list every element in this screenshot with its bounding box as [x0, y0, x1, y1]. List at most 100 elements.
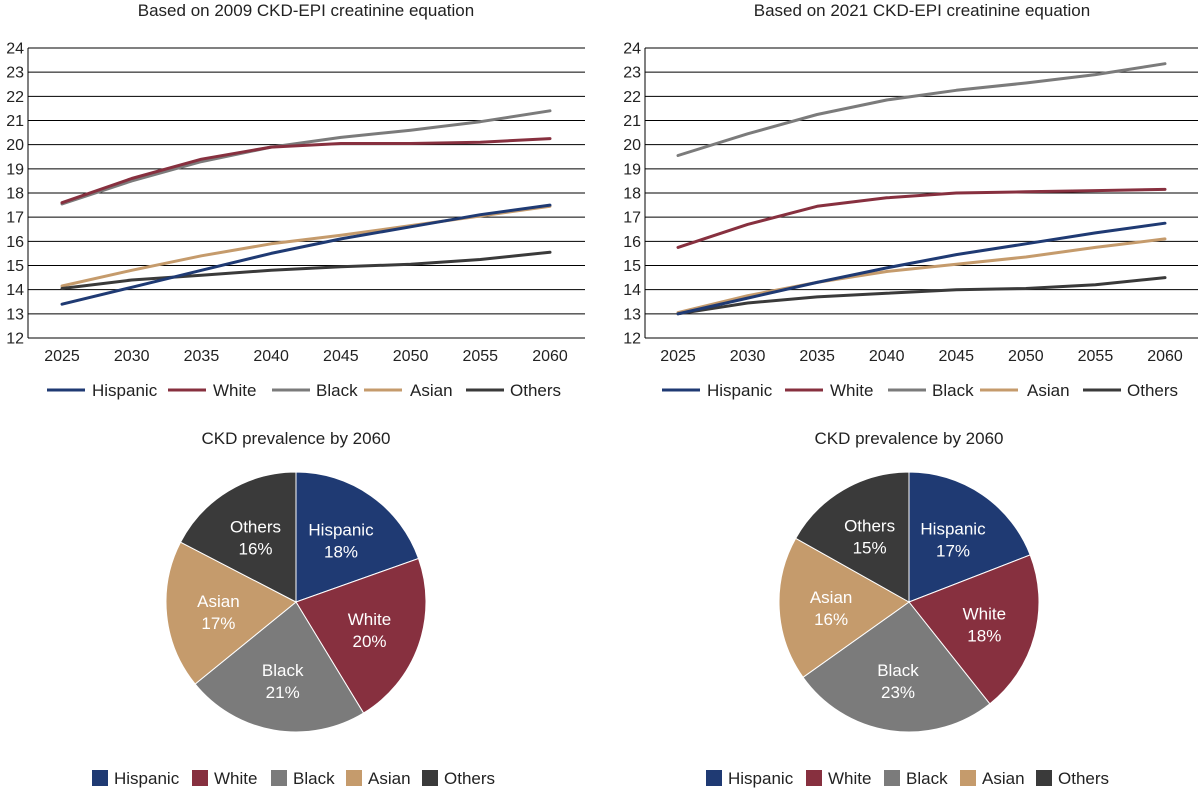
y-tick-label: 16 — [623, 234, 641, 251]
pie-slice-others — [794, 471, 910, 603]
y-tick-label: 19 — [6, 161, 24, 178]
x-tick-label: 2055 — [462, 348, 498, 365]
pie-slice-percent: 16% — [814, 610, 848, 629]
y-tick-label: 19 — [623, 161, 641, 178]
y-tick-label: 17 — [6, 210, 24, 227]
legend-swatch-black — [884, 770, 900, 786]
pie-chart-2: CKD prevalence by 2060 Hispanic 17% White 18… — [706, 429, 1109, 788]
series-line-hispanic — [60, 203, 552, 306]
legend-label: Hispanic — [92, 381, 158, 400]
legend-label: Others — [510, 381, 561, 400]
legend-label: White — [213, 381, 256, 400]
y-tick-label: 21 — [623, 113, 641, 130]
pie-slice-hispanic — [908, 471, 1031, 603]
series-line-hispanic — [676, 221, 1167, 316]
y-tick-label: 12 — [6, 331, 24, 348]
pie-slice-percent: 21% — [266, 683, 300, 702]
y-tick-label: 21 — [6, 113, 24, 130]
series-line-white — [60, 137, 552, 205]
y-tick-label: 15 — [623, 258, 641, 275]
series-line-black — [676, 62, 1167, 157]
line-chart-1: Based on 2009 CKD-EPI creatinine equatio… — [6, 1, 585, 400]
pie-slice-asian — [778, 537, 910, 678]
legend: Hispanic White Black Asian Others — [92, 769, 495, 788]
pie-slice-black — [194, 601, 365, 733]
y-tick-label: 12 — [623, 331, 641, 348]
y-tick-label: 13 — [6, 306, 24, 323]
legend-label: Hispanic — [114, 769, 180, 788]
y-tick-label: 17 — [623, 210, 641, 227]
x-tick-label: 2045 — [323, 348, 359, 365]
pie-chart-1: CKD prevalence by 2060 Hispanic 18% White 20… — [92, 429, 495, 788]
x-tick-label: 2050 — [393, 348, 429, 365]
chart-title: CKD prevalence by 2060 — [814, 429, 1003, 448]
legend-swatch-others — [1036, 770, 1052, 786]
pie-slice-name: Others — [844, 517, 895, 536]
line-chart-2: Based on 2021 CKD-EPI creatinine equatio… — [623, 1, 1198, 400]
y-tick-label: 20 — [6, 137, 24, 154]
x-tick-label: 2040 — [253, 348, 289, 365]
pie-slice-others — [179, 471, 297, 603]
legend-swatch-others — [422, 770, 438, 786]
x-tick-label: 2060 — [1147, 348, 1183, 365]
y-tick-label: 23 — [6, 65, 24, 82]
chart-title: CKD prevalence by 2060 — [201, 429, 390, 448]
y-tick-label: 15 — [6, 258, 24, 275]
pie-slice-percent: 23% — [881, 683, 915, 702]
series-line-black — [60, 109, 552, 206]
pie-slice-percent: 20% — [352, 632, 386, 651]
y-tick-label: 22 — [623, 89, 641, 106]
pie-slice-name: Hispanic — [920, 520, 986, 539]
legend: Hispanic White Black Asian Others — [706, 769, 1109, 788]
y-tick-label: 16 — [6, 234, 24, 251]
legend-swatch-asian — [960, 770, 976, 786]
legend-label: Asian — [1027, 381, 1070, 400]
x-tick-label: 2025 — [44, 348, 80, 365]
series-line-asian — [676, 237, 1167, 315]
legend-label: Asian — [982, 769, 1025, 788]
y-tick-label: 24 — [6, 41, 24, 58]
pie-slice-asian — [165, 541, 297, 685]
pie-slice-name: Asian — [810, 588, 853, 607]
pie-slice-name: White — [348, 610, 391, 629]
pie-slice-name: White — [963, 604, 1006, 623]
x-tick-label: 2040 — [869, 348, 905, 365]
x-tick-label: 2035 — [799, 348, 835, 365]
legend-label: White — [214, 769, 257, 788]
legend-label: Black — [932, 381, 974, 400]
chart-title: Based on 2021 CKD-EPI creatinine equatio… — [754, 1, 1090, 20]
y-tick-label: 22 — [6, 89, 24, 106]
x-tick-label: 2025 — [660, 348, 696, 365]
pie-slice-percent: 16% — [238, 539, 272, 558]
pie-slice-percent: 17% — [201, 614, 235, 633]
pie-slice-white — [908, 554, 1040, 705]
legend-swatch-white — [192, 770, 208, 786]
x-tick-label: 2030 — [114, 348, 150, 365]
legend-swatch-hispanic — [92, 770, 108, 786]
legend-label: Hispanic — [707, 381, 773, 400]
pie-slice-percent: 17% — [936, 542, 970, 561]
pie-slice-name: Black — [262, 661, 304, 680]
series-line-others — [60, 250, 552, 290]
y-tick-label: 23 — [623, 65, 641, 82]
legend-label: White — [830, 381, 873, 400]
legend-swatch-white — [806, 770, 822, 786]
y-tick-label: 20 — [623, 137, 641, 154]
legend-label: Hispanic — [728, 769, 794, 788]
y-tick-label: 13 — [623, 306, 641, 323]
pie-slice-name: Asian — [197, 592, 240, 611]
x-tick-label: 2055 — [1078, 348, 1114, 365]
legend-label: Others — [1058, 769, 1109, 788]
pie-slice-hispanic — [295, 471, 420, 603]
y-tick-label: 18 — [623, 186, 641, 203]
x-tick-label: 2035 — [184, 348, 220, 365]
pie-slice-name: Hispanic — [308, 520, 374, 539]
legend-label: Black — [906, 769, 948, 788]
legend-swatch-black — [271, 770, 287, 786]
pie-slice-percent: 15% — [853, 539, 887, 558]
legend-swatch-hispanic — [706, 770, 722, 786]
pie-slice-name: Black — [877, 661, 919, 680]
legend-label: Black — [316, 381, 358, 400]
chart-title: Based on 2009 CKD-EPI creatinine equatio… — [138, 1, 474, 20]
